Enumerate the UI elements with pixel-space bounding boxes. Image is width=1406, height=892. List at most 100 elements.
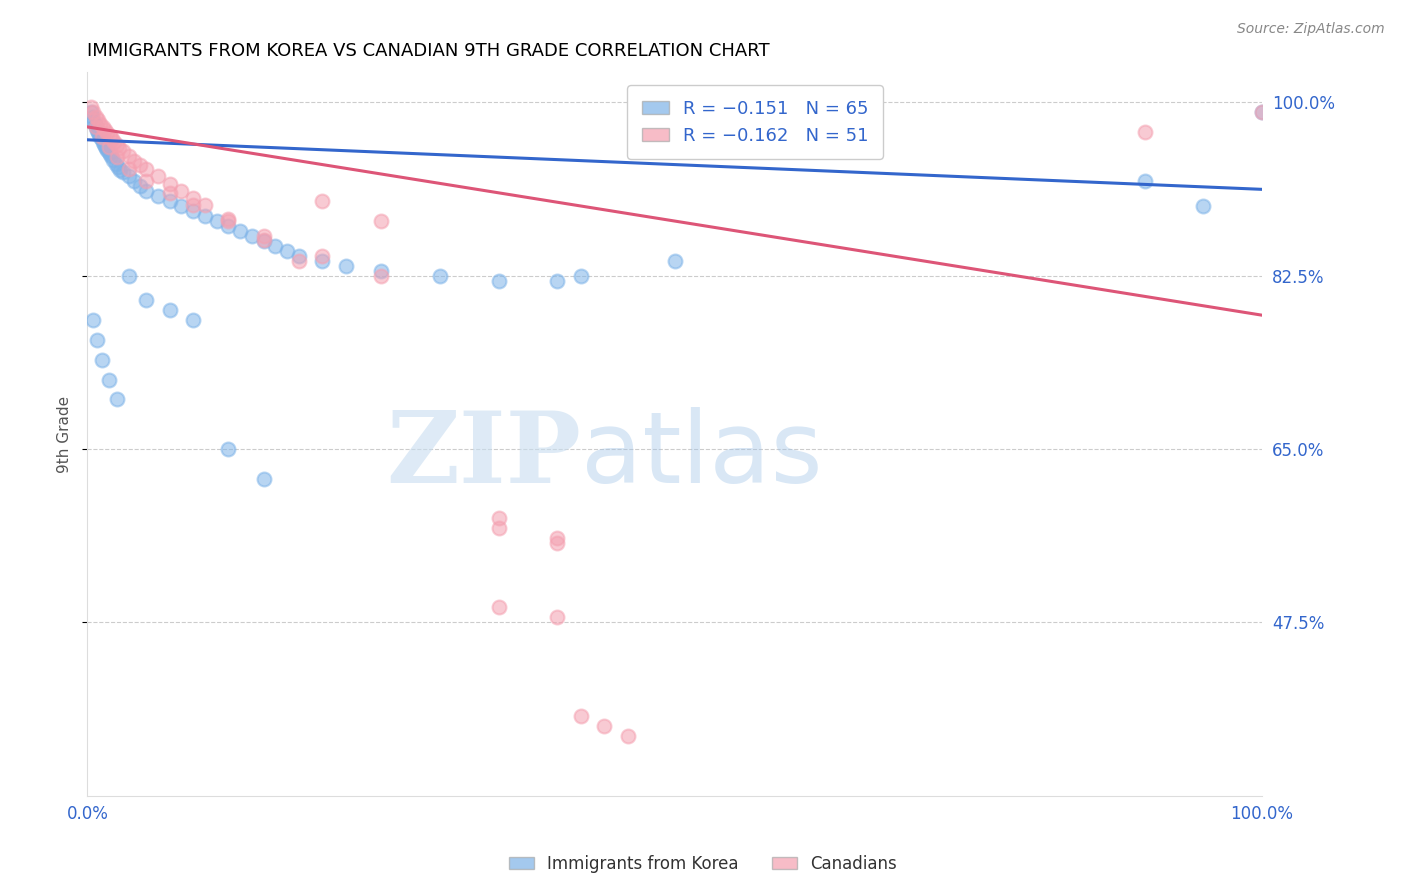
Point [488,511,510,525]
Point [82,313,104,327]
Point [276,244,298,258]
Point [1251,105,1274,120]
Point [170,199,193,213]
Point [170,184,193,198]
Point [229,224,252,238]
Point [546,610,568,624]
Point [80,100,103,114]
Point [94,138,117,153]
Point [664,253,686,268]
Point [488,600,510,615]
Point [194,198,217,212]
Point [217,219,239,233]
Point [288,249,311,263]
Point [253,233,276,247]
Point [217,214,239,228]
Text: Source: ZipAtlas.com: Source: ZipAtlas.com [1237,22,1385,37]
Point [84,120,107,134]
Point [546,273,568,287]
Point [616,729,638,743]
Point [159,303,181,318]
Point [84,110,107,124]
Point [89,117,111,131]
Point [86,333,108,347]
Point [105,392,128,407]
Point [1133,125,1156,139]
Point [546,536,568,550]
Point [117,268,139,283]
Point [135,174,157,188]
Point [1192,199,1215,213]
Point [569,268,592,283]
Point [111,164,134,178]
Point [159,186,181,201]
Legend: Immigrants from Korea, Canadians: Immigrants from Korea, Canadians [502,848,904,880]
Point [80,105,103,120]
Point [91,135,114,149]
Point [146,189,169,203]
Point [159,178,181,192]
Point [93,136,115,151]
Point [103,135,125,149]
Point [104,156,127,170]
Point [105,150,128,164]
Legend: R = −0.151   N = 65, R = −0.162   N = 51: R = −0.151 N = 65, R = −0.162 N = 51 [627,85,883,159]
Point [429,268,451,283]
Point [181,204,204,219]
Point [98,128,121,143]
Point [90,129,112,144]
Point [593,719,616,733]
Point [181,191,204,205]
Point [1251,105,1274,120]
Point [101,132,124,146]
Point [264,239,287,253]
Point [129,158,152,172]
Point [569,709,592,723]
Point [217,442,239,456]
Point [124,153,146,168]
Point [117,161,139,176]
Point [89,129,111,144]
Point [135,161,157,176]
Y-axis label: 9th Grade: 9th Grade [58,395,72,473]
Point [96,126,118,140]
Point [107,160,129,174]
Point [311,253,333,268]
Point [194,209,217,223]
Point [181,198,204,212]
Point [159,194,181,209]
Point [83,117,105,131]
Point [90,352,112,367]
Point [110,162,132,177]
Point [546,531,568,545]
Text: atlas: atlas [581,408,823,504]
Point [91,120,114,134]
Point [129,179,152,194]
Point [370,268,392,283]
Point [103,153,125,167]
Point [82,105,104,120]
Point [97,373,120,387]
Point [335,259,357,273]
Point [89,127,111,141]
Text: IMMIGRANTS FROM KOREA VS CANADIAN 9TH GRADE CORRELATION CHART: IMMIGRANTS FROM KOREA VS CANADIAN 9TH GR… [87,42,770,60]
Point [82,115,104,129]
Point [370,214,392,228]
Point [86,123,108,137]
Point [90,132,112,146]
Point [94,123,117,137]
Point [105,137,128,152]
Point [1133,174,1156,188]
Point [135,293,157,308]
Point [98,146,121,161]
Point [87,113,110,128]
Point [124,174,146,188]
Point [288,253,311,268]
Point [240,228,263,243]
Point [488,521,510,535]
Point [488,273,510,287]
Point [117,149,139,163]
Point [253,234,276,248]
Point [97,140,120,154]
Point [96,141,118,155]
